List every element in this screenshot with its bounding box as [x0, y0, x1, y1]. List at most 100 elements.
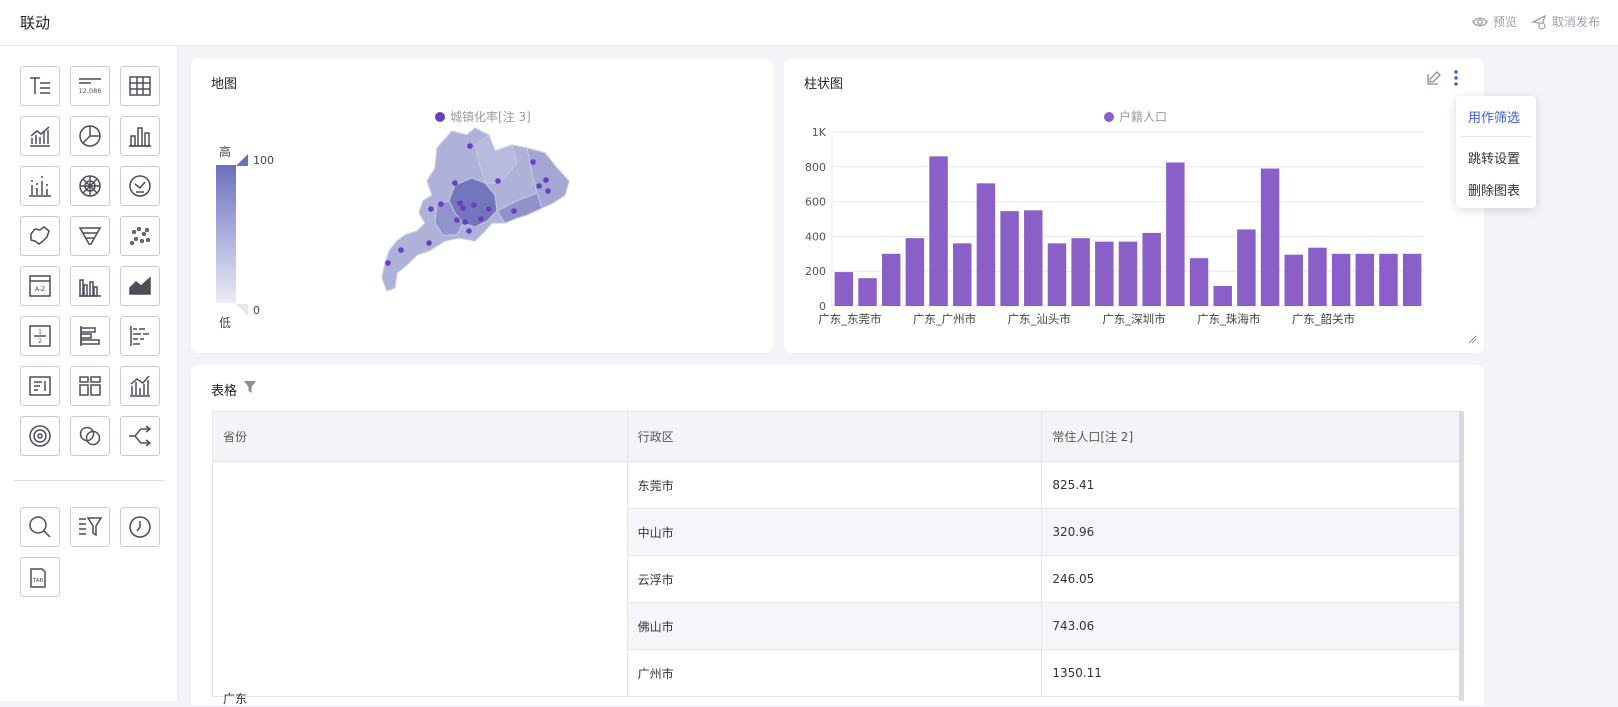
y-tick-label: 1K [812, 126, 827, 139]
resize-handle-icon[interactable] [1467, 334, 1477, 344]
search-icon [29, 516, 51, 538]
column-header-district[interactable]: 行政区 [626, 411, 1043, 462]
sankey-widget[interactable] [120, 416, 160, 456]
guangdong-map[interactable] [377, 123, 582, 308]
population-cell: 1350.11 [1041, 649, 1464, 697]
bar[interactable] [881, 253, 901, 306]
grouped-bar-widget[interactable] [70, 266, 110, 306]
bar[interactable] [1379, 253, 1398, 306]
unpublish-button[interactable]: 取消发布 [1530, 13, 1600, 30]
page-title: 联动 [20, 14, 51, 32]
bar[interactable] [1095, 241, 1114, 306]
table-scrollbar[interactable] [1459, 411, 1464, 701]
stacked-horizontal-bar-icon [130, 326, 149, 346]
area-chart-widget[interactable] [120, 266, 160, 306]
population-cell: 246.05 [1041, 555, 1464, 603]
wordcloud-widget[interactable]: A-Z [20, 266, 60, 306]
tab-widget[interactable]: TAB [20, 557, 60, 597]
bar-legend[interactable]: 户籍人口 [1104, 108, 1167, 125]
table-row[interactable]: 佛山市 743.06 [213, 602, 1464, 650]
filter-icon[interactable] [243, 380, 257, 394]
bar[interactable] [1000, 211, 1019, 306]
table-row[interactable]: 广东 东莞市 825.41 [212, 461, 1464, 706]
gauge-icon [129, 175, 151, 197]
district-cell: 佛山市 [626, 602, 1043, 650]
horizontal-bar-widget[interactable] [70, 316, 110, 356]
tab-icon: TAB [30, 568, 46, 588]
scatter-widget[interactable] [120, 216, 160, 256]
bar[interactable] [1355, 253, 1375, 306]
bar[interactable] [1284, 254, 1303, 306]
bar[interactable] [976, 183, 996, 306]
bar[interactable] [834, 272, 854, 306]
menu-item-delete-chart[interactable]: 删除图表 [1468, 184, 1521, 199]
menu-item-use-as-filter[interactable]: 用作筛选 [1468, 111, 1521, 126]
preview-button[interactable]: 预览 [1472, 13, 1517, 30]
gauge-widget[interactable] [120, 166, 160, 206]
menu-item-jump-settings[interactable]: 跳转设置 [1468, 152, 1521, 167]
search-widget[interactable] [20, 507, 60, 547]
bar[interactable] [1024, 210, 1043, 306]
stacked-bar-widget[interactable] [20, 166, 60, 206]
bar[interactable] [1142, 232, 1161, 306]
map-scale-bar[interactable] [216, 165, 236, 303]
filter-widget[interactable] [70, 507, 110, 547]
top-actions: 预览 取消发布 [1472, 13, 1600, 30]
bar-chart[interactable]: 0 200 400 600 800 1K 广东_东莞市 广东_广州市 广东_汕头市 广东_深圳市 广… [784, 58, 1484, 353]
bar[interactable] [858, 278, 877, 306]
y-tick-label: 600 [805, 196, 826, 209]
funnel-icon [78, 227, 102, 245]
venn-icon [79, 426, 101, 446]
kpi-number-icon: 12,086 [79, 78, 101, 95]
card-widget[interactable] [70, 366, 110, 406]
bar[interactable] [1260, 168, 1280, 306]
radar-widget[interactable] [70, 166, 110, 206]
bar[interactable] [1402, 253, 1422, 306]
time-widget[interactable] [120, 507, 160, 547]
ring-widget[interactable] [20, 416, 60, 456]
preview-label: 预览 [1492, 15, 1517, 29]
text-widget[interactable] [20, 66, 60, 106]
pie-chart-widget[interactable] [70, 116, 110, 156]
bar[interactable] [1071, 238, 1090, 306]
map-region-mid[interactable] [434, 200, 464, 236]
line-chart-widget[interactable] [20, 116, 60, 156]
venn-widget[interactable] [70, 416, 110, 456]
bar[interactable] [1189, 258, 1209, 306]
stacked-horizontal-bar-widget[interactable] [120, 316, 160, 356]
table-widget[interactable] [120, 66, 160, 106]
map-scale-high-handle[interactable] [236, 154, 248, 166]
y-tick-label: 800 [805, 161, 826, 174]
funnel-widget[interactable] [70, 216, 110, 256]
map-legend-dot [435, 111, 445, 122]
map-scale-low-handle[interactable] [236, 304, 248, 316]
column-header-population[interactable]: 常住人口[注 2] [1041, 411, 1464, 462]
bar-chart-widget[interactable] [120, 116, 160, 156]
more-icon[interactable] [1452, 69, 1460, 87]
bar[interactable] [1118, 241, 1138, 306]
bar[interactable] [1237, 229, 1256, 306]
combo-chart-widget[interactable] [120, 366, 160, 406]
table-row[interactable]: 云浮市 246.05 [213, 555, 1464, 603]
bar[interactable] [1308, 247, 1327, 306]
bar[interactable] [929, 156, 948, 306]
map-region-east2[interactable] [496, 192, 543, 224]
kpi-widget[interactable]: 12,086 [70, 66, 110, 106]
list-widget[interactable] [20, 366, 60, 406]
table-row[interactable]: 中山市 320.96 [213, 508, 1464, 556]
bar[interactable] [1213, 285, 1232, 306]
bar[interactable] [1331, 253, 1351, 306]
district-cell: 云浮市 [626, 555, 1043, 603]
edit-icon[interactable] [1426, 70, 1442, 86]
column-header-province[interactable]: 省份 [212, 411, 628, 462]
filter-icon [79, 517, 103, 537]
bar[interactable] [953, 243, 972, 306]
table-row[interactable]: 广州市 1350.11 [213, 649, 1464, 697]
bar[interactable] [1166, 162, 1185, 306]
bar[interactable] [1047, 243, 1067, 306]
bar[interactable] [905, 238, 925, 306]
map-legend[interactable]: 城镇化率[注 3] [435, 108, 531, 125]
map-widget[interactable] [20, 216, 60, 256]
